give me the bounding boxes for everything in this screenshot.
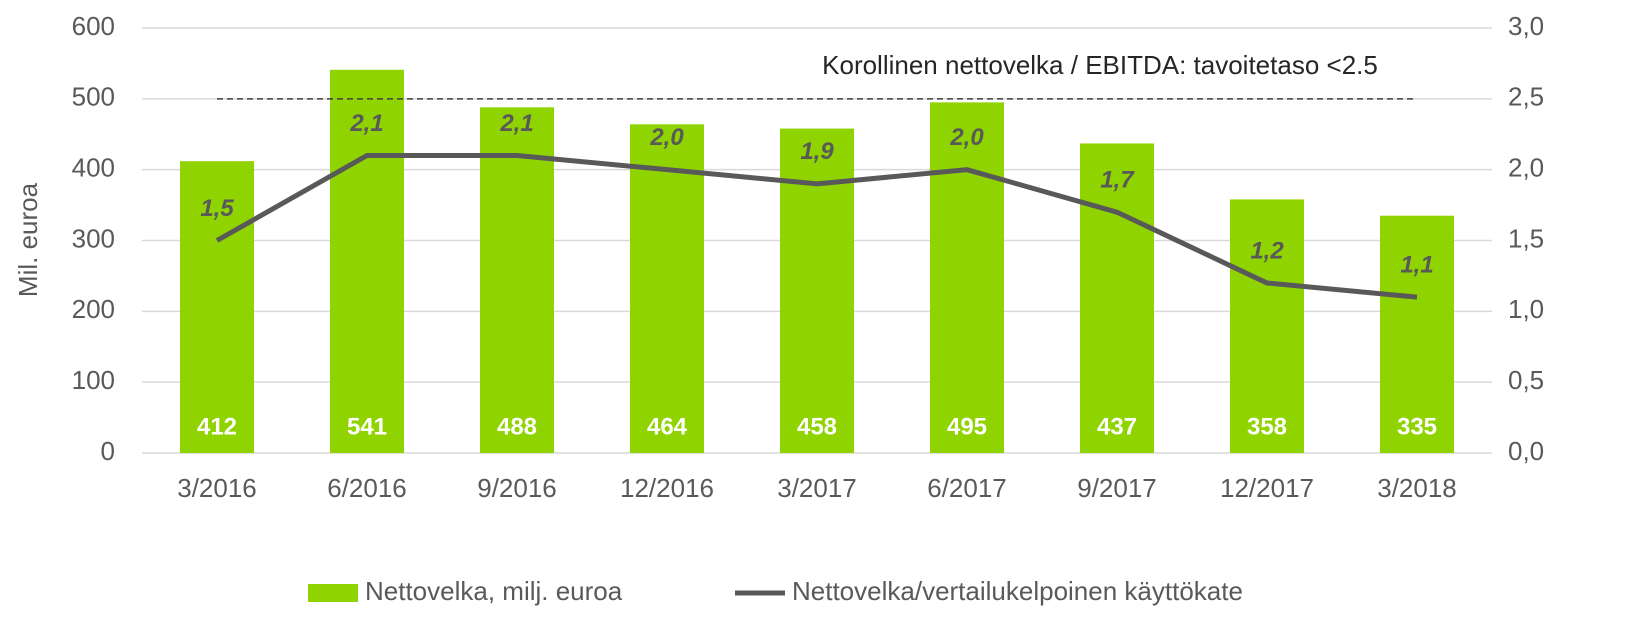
bar-value-label: 335 [1397, 413, 1437, 440]
legend-swatch [308, 584, 358, 602]
line [215, 153, 1418, 300]
bar-value-label: 495 [947, 413, 987, 440]
y2-tick-label: 2,5 [1508, 82, 1544, 112]
bar [180, 161, 254, 453]
y-tick-label: 500 [72, 82, 115, 112]
legend-label: Nettovelka/vertailukelpoinen käyttökate [792, 576, 1243, 606]
bar [930, 102, 1004, 453]
y-axis-title: Mil. euroa [13, 182, 43, 297]
line-value-label: 1,1 [1400, 252, 1433, 279]
bar [1080, 143, 1154, 454]
bar [780, 128, 854, 454]
y2-tick-label: 2,0 [1508, 153, 1544, 183]
y-tick-label: 200 [72, 294, 115, 324]
line-value-label: 2,0 [649, 124, 684, 151]
bar [1230, 199, 1304, 453]
line-value-label: 1,7 [1100, 167, 1135, 194]
x-tick-label: 12/2016 [620, 473, 714, 503]
x-tick-label: 3/2018 [1377, 473, 1457, 503]
line-value-label: 2,1 [499, 110, 533, 137]
line-value-label: 1,5 [200, 195, 234, 222]
bar-value-label: 412 [197, 413, 237, 440]
line-value-label: 1,2 [1250, 237, 1284, 264]
bar-value-label: 541 [347, 413, 387, 440]
x-tick-label: 6/2017 [927, 473, 1007, 503]
y2-tick-label: 3,0 [1508, 11, 1544, 41]
y-tick-label: 100 [72, 365, 115, 395]
bar-value-label: 358 [1247, 413, 1287, 440]
bar-value-label: 437 [1097, 413, 1137, 440]
x-tick-label: 9/2016 [477, 473, 557, 503]
reference-label: Korollinen nettovelka / EBITDA: tavoitet… [822, 50, 1378, 80]
legend-label: Nettovelka, milj. euroa [365, 576, 623, 606]
y-tick-label: 300 [72, 223, 115, 253]
bar [1380, 215, 1454, 453]
line-value-label: 2,1 [349, 110, 383, 137]
y2-tick-label: 0,0 [1508, 436, 1544, 466]
x-tick-label: 12/2017 [1220, 473, 1314, 503]
bar-value-label: 488 [497, 413, 537, 440]
line-value-label: 1,9 [800, 138, 834, 165]
bar [480, 107, 554, 453]
bar-value-label: 464 [647, 413, 688, 440]
y-tick-label: 0 [101, 436, 115, 466]
y2-tick-label: 0,5 [1508, 365, 1544, 395]
x-tick-label: 6/2016 [327, 473, 407, 503]
bar-value-label: 458 [797, 413, 837, 440]
bar [330, 69, 404, 454]
x-tick-label: 3/2016 [177, 473, 257, 503]
x-tick-label: 3/2017 [777, 473, 857, 503]
y2-tick-label: 1,0 [1508, 294, 1544, 324]
x-tick-label: 9/2017 [1077, 473, 1157, 503]
line-value-label: 2,0 [949, 124, 984, 151]
bar [630, 124, 704, 453]
y-tick-label: 400 [72, 153, 115, 183]
y2-tick-label: 1,5 [1508, 223, 1544, 253]
y-tick-label: 600 [72, 11, 115, 41]
